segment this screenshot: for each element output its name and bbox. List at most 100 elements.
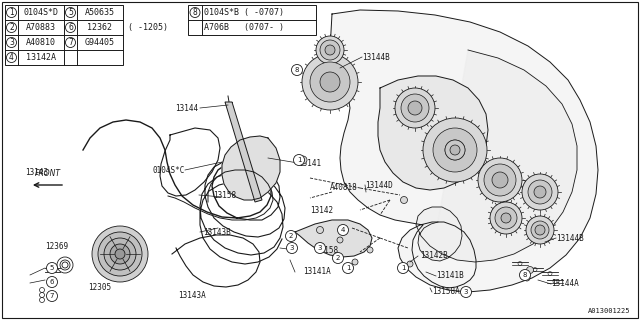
- Circle shape: [299, 156, 307, 164]
- Text: A70883: A70883: [26, 23, 56, 32]
- Circle shape: [285, 230, 296, 242]
- Text: 13142: 13142: [310, 205, 333, 214]
- Circle shape: [302, 54, 358, 110]
- Circle shape: [433, 128, 477, 172]
- Circle shape: [522, 174, 558, 210]
- Text: 13144D: 13144D: [365, 180, 393, 189]
- Text: 0104S*D: 0104S*D: [24, 8, 58, 17]
- Bar: [5, 5, 123, 65]
- Circle shape: [423, 118, 487, 182]
- Circle shape: [501, 213, 511, 223]
- Text: 1: 1: [346, 265, 350, 271]
- Circle shape: [535, 225, 545, 235]
- Circle shape: [333, 252, 344, 263]
- Circle shape: [342, 262, 353, 274]
- Text: 12369: 12369: [45, 242, 68, 251]
- Circle shape: [531, 221, 549, 239]
- Text: 13144A: 13144A: [551, 279, 579, 289]
- Circle shape: [47, 276, 58, 287]
- Circle shape: [534, 186, 546, 198]
- Text: 13141A: 13141A: [303, 268, 331, 276]
- Circle shape: [527, 267, 534, 274]
- Circle shape: [528, 180, 552, 204]
- Circle shape: [352, 259, 358, 265]
- Polygon shape: [222, 136, 280, 200]
- Text: 13141B: 13141B: [436, 271, 464, 281]
- Text: 8: 8: [295, 67, 300, 73]
- Circle shape: [401, 196, 408, 204]
- Text: A706B   (0707- ): A706B (0707- ): [204, 23, 284, 32]
- Circle shape: [310, 62, 350, 102]
- Text: 6: 6: [50, 279, 54, 285]
- Circle shape: [317, 227, 323, 234]
- Circle shape: [520, 269, 531, 281]
- Circle shape: [401, 94, 429, 122]
- Text: 0104S*B ( -0707): 0104S*B ( -0707): [204, 8, 284, 17]
- Circle shape: [287, 243, 298, 253]
- Circle shape: [484, 164, 516, 196]
- Circle shape: [395, 88, 435, 128]
- Text: ( -1205): ( -1205): [128, 23, 168, 32]
- Text: 1: 1: [401, 265, 405, 271]
- Circle shape: [314, 243, 326, 253]
- Polygon shape: [378, 76, 488, 190]
- Text: 2: 2: [9, 23, 14, 32]
- Text: 13144B: 13144B: [362, 52, 390, 61]
- Text: 13144B: 13144B: [556, 234, 584, 243]
- Text: 1: 1: [297, 157, 301, 163]
- Circle shape: [320, 72, 340, 92]
- Circle shape: [407, 261, 413, 267]
- Circle shape: [490, 202, 522, 234]
- Text: 7: 7: [50, 293, 54, 299]
- Text: 13158: 13158: [315, 245, 338, 254]
- Text: 13158A: 13158A: [432, 287, 460, 297]
- Polygon shape: [295, 220, 372, 257]
- Text: 13144: 13144: [175, 103, 198, 113]
- Text: 8: 8: [193, 8, 197, 17]
- Text: 12305: 12305: [88, 284, 111, 292]
- Circle shape: [478, 158, 522, 202]
- Text: 3: 3: [464, 289, 468, 295]
- Text: FRONT: FRONT: [35, 169, 61, 178]
- Circle shape: [367, 247, 373, 253]
- Bar: [188, 5, 316, 35]
- Circle shape: [47, 291, 58, 301]
- Circle shape: [492, 172, 508, 188]
- Circle shape: [408, 101, 422, 115]
- Text: 0104S*C: 0104S*C: [152, 165, 185, 174]
- Circle shape: [445, 140, 465, 160]
- Text: 3: 3: [290, 245, 294, 251]
- Text: 12362: 12362: [88, 23, 113, 32]
- Polygon shape: [416, 50, 577, 262]
- Text: 13141: 13141: [298, 158, 321, 167]
- Text: 1: 1: [9, 8, 14, 17]
- Circle shape: [316, 36, 344, 64]
- Text: A40818: A40818: [330, 182, 358, 191]
- Polygon shape: [225, 102, 262, 202]
- Text: 5: 5: [50, 265, 54, 271]
- Text: 5: 5: [68, 8, 73, 17]
- Circle shape: [440, 135, 470, 165]
- Circle shape: [92, 226, 148, 282]
- Text: 4: 4: [341, 227, 345, 233]
- Circle shape: [294, 155, 305, 165]
- Circle shape: [337, 237, 343, 243]
- Text: 13143: 13143: [25, 167, 48, 177]
- Circle shape: [47, 262, 58, 274]
- Circle shape: [104, 238, 136, 270]
- Circle shape: [445, 140, 465, 160]
- Circle shape: [524, 275, 530, 281]
- Text: 13143A: 13143A: [178, 292, 206, 300]
- Circle shape: [320, 40, 340, 60]
- Text: 3: 3: [317, 245, 323, 251]
- Text: 4: 4: [9, 53, 14, 62]
- Text: 13143B: 13143B: [203, 228, 231, 236]
- Circle shape: [450, 145, 460, 155]
- Text: 13142A: 13142A: [26, 53, 56, 62]
- Text: A50635: A50635: [85, 8, 115, 17]
- Text: A013001225: A013001225: [588, 308, 630, 314]
- Text: A40810: A40810: [26, 38, 56, 47]
- Text: 6: 6: [68, 23, 73, 32]
- Text: 2: 2: [289, 233, 293, 239]
- Text: 13158: 13158: [213, 190, 236, 199]
